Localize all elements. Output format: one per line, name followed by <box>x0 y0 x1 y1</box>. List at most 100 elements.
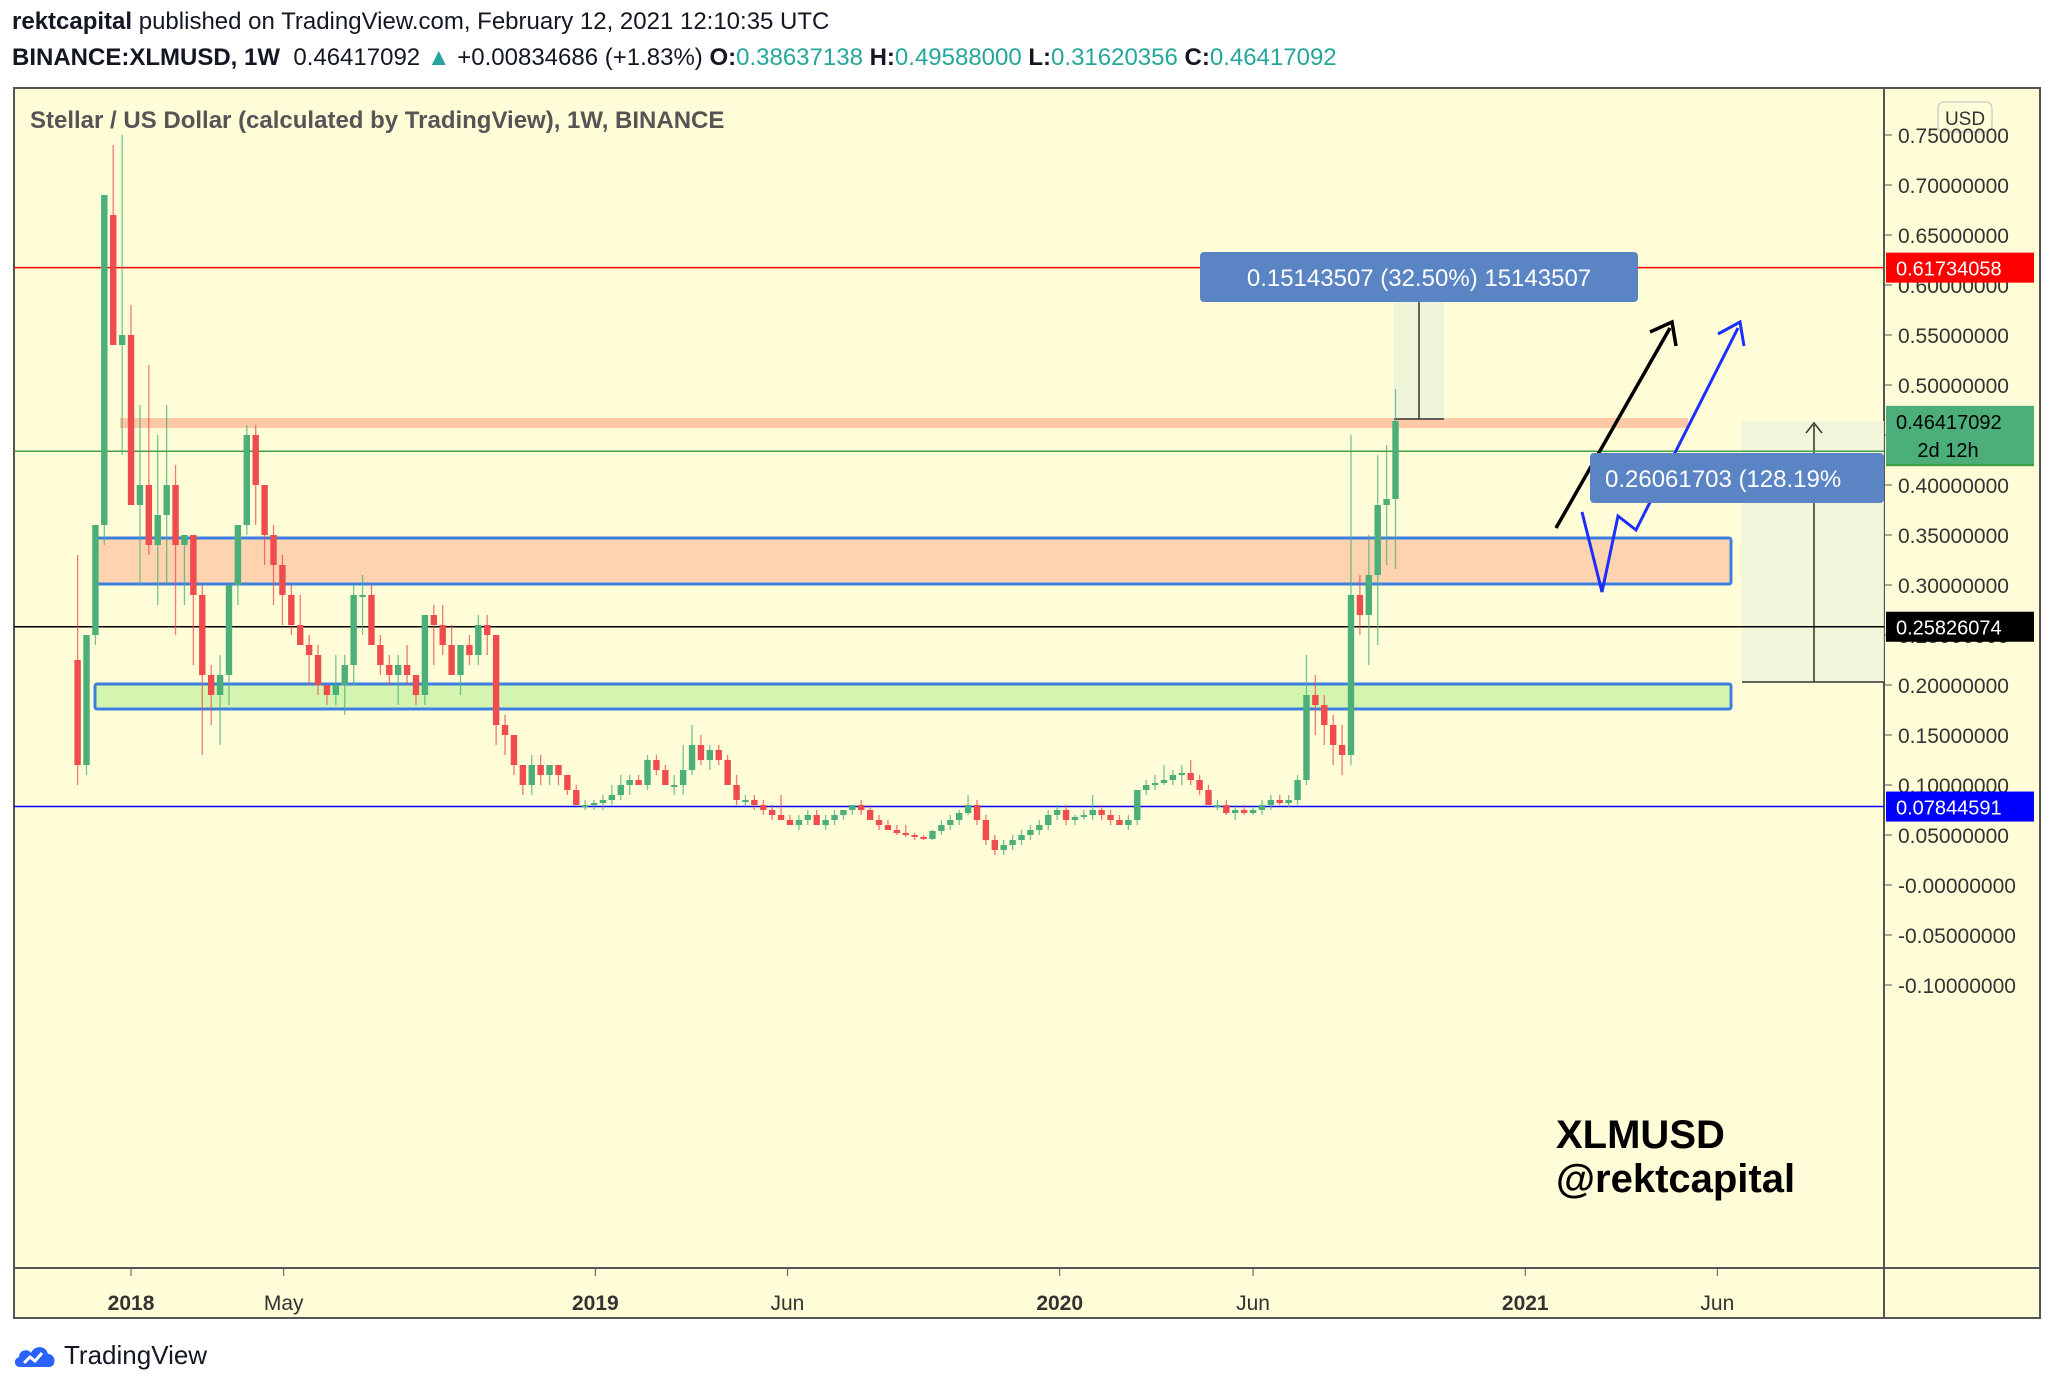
candle-body <box>412 675 420 695</box>
candle-body <box>332 685 340 695</box>
y-tick-label: 0.05000000 <box>1898 825 2009 848</box>
candle-body <box>1338 745 1346 755</box>
last-price: 0.46417092 <box>293 44 421 71</box>
candle-body <box>1365 575 1373 615</box>
candle-body <box>1134 790 1141 820</box>
candle-body <box>564 775 571 790</box>
candle-body <box>697 745 705 760</box>
high-value: 0.49588000 <box>894 44 1022 71</box>
candle-body <box>1303 695 1310 780</box>
candle-body <box>902 833 909 835</box>
candle-body <box>1089 810 1096 815</box>
candle-body <box>190 535 197 595</box>
candle-body <box>1045 815 1052 825</box>
candle-body <box>1142 785 1150 790</box>
candle-body <box>590 803 598 805</box>
candle-body <box>991 840 999 850</box>
x-tick-label: 2021 <box>1502 1292 1549 1315</box>
candle-body <box>671 785 678 787</box>
x-tick-label: 2019 <box>572 1292 619 1315</box>
measure-upper-label: 0.15143507 (32.50%) 15143507 <box>1247 265 1591 292</box>
candle-body <box>154 515 161 545</box>
chart-title: Stellar / US Dollar (calculated by Tradi… <box>30 107 724 134</box>
candle-body <box>528 765 535 785</box>
measure-lower-label-bg <box>1590 453 1884 503</box>
red-line-price-tag-bg <box>1886 252 2034 283</box>
candle-body <box>733 785 740 800</box>
up-triangle-icon: ▲ <box>426 44 451 71</box>
candle-body <box>484 625 491 635</box>
projection-arrowhead-black <box>1649 319 1678 347</box>
x-tick-label: 2018 <box>108 1292 155 1315</box>
candle-body <box>199 595 206 675</box>
price-chart[interactable]: Stellar / US Dollar (calculated by Tradi… <box>0 0 2056 1330</box>
candle-body <box>1178 773 1186 775</box>
measure-upper-label-bg <box>1200 252 1638 302</box>
measure-lower-label: 0.26061703 (128.19% <box>1605 466 1841 493</box>
candle-body <box>858 805 865 810</box>
candle-body <box>1214 805 1221 807</box>
candle-body <box>911 835 918 837</box>
time-axis <box>14 1268 2040 1318</box>
candle-body <box>831 815 838 820</box>
y-tick-label: 0.35000000 <box>1898 525 2009 548</box>
candle-body <box>581 805 589 807</box>
candle-body <box>377 645 384 665</box>
candle-body <box>884 825 892 830</box>
cloud-icon <box>14 1346 55 1367</box>
currency-badge <box>1937 101 1993 133</box>
candle-body <box>804 815 812 820</box>
candle-body <box>1018 835 1025 840</box>
candle-body <box>1249 810 1257 813</box>
resistance-zone <box>93 536 1733 586</box>
tradingview-logo[interactable]: TradingView <box>12 1340 207 1371</box>
candle-body <box>742 800 749 802</box>
y-tick-label: 0.30000000 <box>1898 575 2009 598</box>
y-tick-label: 0.75000000 <box>1898 125 2009 148</box>
annotation-author: @rektcapital <box>1556 1157 1795 1201</box>
candle-body <box>83 635 90 765</box>
y-tick-label: 0.55000000 <box>1898 325 2009 348</box>
candle-body <box>118 335 126 345</box>
blue-line-price-tag-bg <box>1886 791 2034 822</box>
candle-body <box>74 660 81 765</box>
x-tick-label: Jun <box>1700 1292 1734 1315</box>
candle-body <box>1356 595 1364 615</box>
candle-body <box>1321 705 1328 725</box>
author-name: rektcapital <box>12 8 133 35</box>
y-tick-label: -0.10000000 <box>1898 975 2016 998</box>
candle-body <box>92 525 99 635</box>
candle-body <box>1240 810 1248 813</box>
red-line-price-tag: 0.61734058 <box>1896 259 2002 281</box>
candle-body <box>875 820 883 825</box>
y-tick-label: 0.40000000 <box>1898 475 2009 498</box>
chart-frame <box>13 87 2041 1319</box>
candle-body <box>813 815 820 825</box>
y-tick-label: 0.50000000 <box>1898 375 2009 398</box>
candle-body <box>1347 595 1355 755</box>
candle-body <box>644 760 651 785</box>
currency-label: USD <box>1945 109 1985 130</box>
candle-body <box>368 595 375 645</box>
candle-body <box>475 625 482 655</box>
candle-body <box>1267 800 1275 805</box>
y-tick-label: 0.70000000 <box>1898 175 2009 198</box>
candle-body <box>350 595 357 665</box>
candle-body <box>110 215 117 345</box>
y-tick-label: 0.15000000 <box>1898 725 2009 748</box>
candle-body <box>216 675 224 695</box>
candle-body <box>261 485 268 535</box>
brand-name: TradingView <box>64 1340 208 1370</box>
black-line-price-tag: 0.25826074 <box>1896 618 2002 640</box>
candle-body <box>724 760 731 785</box>
candle-body <box>573 790 580 805</box>
candle-body <box>181 535 188 545</box>
candle-body <box>510 735 518 765</box>
y-tick-label: -0.00000000 <box>1898 875 2016 898</box>
candle-body <box>1036 825 1043 830</box>
candle-body <box>430 615 438 625</box>
publish-date: published on TradingView.com, February 1… <box>138 8 830 35</box>
candle-body <box>172 485 179 545</box>
candle-body <box>519 765 527 785</box>
candle-body <box>947 820 954 825</box>
